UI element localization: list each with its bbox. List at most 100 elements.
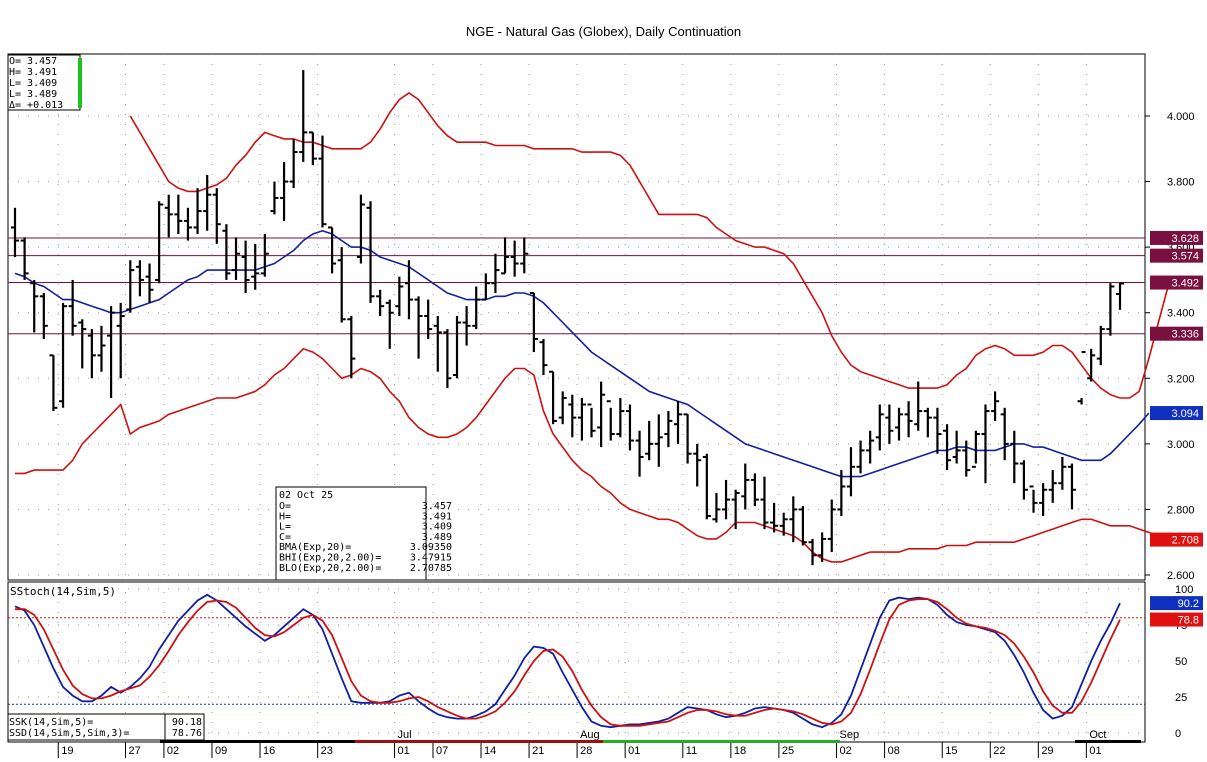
y-tick-label: 2.800 — [1167, 504, 1195, 516]
ohlc-bar — [1067, 463, 1076, 510]
ohlc-bar — [616, 397, 625, 438]
month-label: Sep — [840, 729, 860, 741]
ohlc-bar — [1000, 407, 1009, 461]
price-marker-box — [1150, 326, 1203, 341]
ohlc-bar — [664, 411, 673, 448]
ohlc-bar — [837, 470, 846, 516]
ohlc-bar — [818, 532, 827, 562]
ohlc-bar — [798, 506, 807, 546]
price-marker-label: 3.336 — [1171, 329, 1199, 341]
ohlc-bar — [11, 207, 19, 257]
info-box-label: BHI(Exp,20,2.00)= — [279, 553, 381, 564]
ohlc-bar — [289, 138, 298, 189]
ohlc-bar — [808, 538, 817, 566]
x-tick-label: 29 — [1041, 745, 1053, 757]
ohlc-bar — [981, 404, 990, 484]
ohlc-bar — [501, 237, 510, 275]
ohlc-bar — [155, 201, 164, 284]
info-box-value: 2.70785 — [410, 563, 452, 574]
stoch-series-line — [14, 593, 1121, 729]
x-tick-label: 08 — [888, 745, 900, 757]
ohlc-bar — [385, 299, 394, 349]
x-tick-label: 02 — [167, 745, 179, 757]
ohlc-bar — [510, 240, 519, 277]
ohlc-bar — [568, 394, 577, 438]
month-strip — [1075, 740, 1141, 743]
ohlc-bar — [1019, 460, 1028, 500]
ohlc-bar — [539, 338, 548, 376]
stoch-y-label: 25 — [1175, 692, 1187, 704]
stoch-marker-label: 78.8 — [1178, 615, 1199, 627]
ohlc-bar — [1039, 483, 1048, 516]
stoch-marker-box — [1150, 612, 1203, 627]
ohlc-bar — [606, 400, 615, 441]
info-box-value: 3.409 — [422, 522, 452, 533]
x-tick-label: 01 — [1089, 745, 1101, 757]
ohlc-bar — [222, 224, 231, 280]
ohlc-bar — [241, 240, 250, 294]
x-tick-label: 01 — [398, 745, 410, 757]
ohlc-bar — [914, 381, 923, 431]
price-marker-box — [1150, 248, 1203, 263]
series-line — [15, 347, 1169, 563]
ohlc-bar — [875, 404, 884, 451]
info-box-label: H= — [279, 511, 291, 522]
price-marker-label: 3.492 — [1171, 278, 1199, 290]
ohlc-bar — [770, 502, 779, 533]
ohlc-bar — [933, 407, 942, 454]
stoch-marker-box — [1150, 596, 1203, 611]
ohlc-bar — [59, 302, 68, 408]
x-tick-label: 07 — [436, 745, 448, 757]
ohlc-bar — [731, 489, 740, 530]
ohlc-bar — [126, 260, 135, 313]
info-box-label: C= — [279, 532, 291, 543]
ohlc-bar — [654, 414, 663, 467]
ohlc-bar — [952, 430, 961, 464]
ohlc-bar — [1087, 348, 1096, 382]
info-box-label: L= — [279, 522, 291, 533]
ohlc-bar — [549, 370, 558, 425]
ohlc-bar — [577, 397, 586, 441]
ohlc-bar — [203, 175, 212, 231]
ohlc-bar — [904, 401, 913, 438]
ohlc-bar — [87, 329, 96, 379]
chart-title: NGE - Natural Gas (Globex), Daily Contin… — [465, 24, 742, 39]
ohlc-bar — [453, 315, 461, 379]
month-label: Oct — [1089, 729, 1106, 741]
ohlc-bar — [347, 315, 356, 379]
price-marker-label: 3.628 — [1171, 233, 1199, 245]
y-tick-label: 3.400 — [1167, 308, 1195, 320]
x-tick-label: 21 — [532, 745, 544, 757]
x-tick-label: 18 — [734, 745, 746, 757]
x-tick-label: 19 — [61, 745, 73, 757]
ohlc-bar — [760, 476, 769, 530]
ohlc-bar — [270, 181, 279, 215]
ohlc-bar — [472, 286, 481, 330]
ohlc-bar — [635, 430, 644, 477]
stoch-series-line — [15, 598, 1121, 727]
info-box-value: 3.491 — [422, 511, 452, 522]
ohlc-bar — [520, 237, 529, 274]
ohlc-bar — [779, 512, 788, 536]
ohlc-legend-box — [7, 54, 81, 111]
info-box-value: 3.489 — [422, 532, 452, 543]
ohlc-bar — [750, 473, 759, 507]
y-tick-label: 4.000 — [1167, 111, 1195, 123]
ohlc-bar — [1029, 485, 1038, 513]
info-box-label: BLO(Exp,20,2.00)= — [279, 563, 381, 574]
ohlc-bar — [1116, 282, 1124, 310]
ohlc-bar — [529, 292, 538, 353]
month-label: Aug — [580, 729, 600, 741]
ohlc-bar — [366, 201, 375, 303]
ohlc-bar — [1106, 283, 1115, 336]
ohlc-bar — [164, 194, 173, 238]
ohlc-bar — [356, 194, 365, 264]
ohlc-bar — [49, 354, 58, 412]
ohlc-bar — [462, 306, 471, 346]
info-box-label: BMA(Exp,20)= — [279, 542, 351, 553]
ohlc-bar — [376, 289, 385, 316]
stoch-marker-label: 90.2 — [1178, 598, 1199, 610]
ohlc-bar — [212, 188, 221, 244]
x-tick-label: 25 — [782, 745, 794, 757]
ohlc-bar — [885, 404, 894, 444]
